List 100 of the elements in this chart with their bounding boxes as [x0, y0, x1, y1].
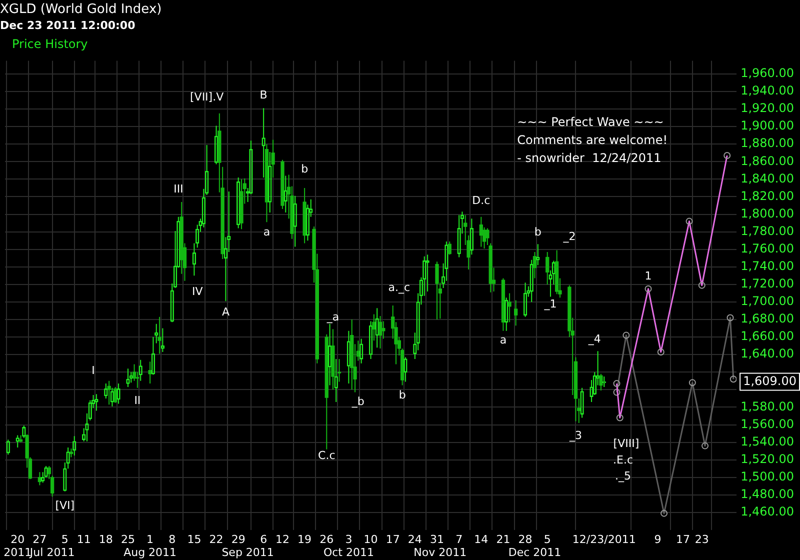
- text: Oct 2011: [323, 546, 374, 559]
- chart-subtitle: Dec 23 2011 12:00:00: [0, 19, 136, 32]
- y-tick-label: 1,820.00: [740, 188, 794, 203]
- annotation: [VI]: [55, 499, 75, 512]
- candlestick: [331, 328, 335, 390]
- candlestick: [514, 300, 518, 326]
- annotation: 1: [644, 269, 652, 282]
- candlestick: [372, 314, 376, 342]
- annotation: _2: [562, 230, 576, 243]
- x-tick-label: 6: [260, 532, 268, 546]
- text: 1,609.00: [743, 374, 796, 388]
- y-tick-label: 1,900.00: [740, 118, 794, 133]
- y-tick-label: 1,920.00: [740, 101, 794, 116]
- x-tick-label: 26: [320, 532, 334, 546]
- y-tick-label: 1,560.00: [740, 416, 794, 431]
- x-tick-label: 18: [98, 532, 113, 546]
- text: Aug 2011: [124, 546, 177, 559]
- x-tick-label: 19: [298, 532, 312, 546]
- annotation: A: [222, 305, 230, 318]
- candlestick: [554, 250, 559, 295]
- x-tick-label: 12: [275, 532, 290, 546]
- annotation: B: [260, 88, 268, 102]
- chart-title: XGLD (World Gold Index): [0, 2, 162, 18]
- annotation: C.c: [318, 449, 336, 462]
- y-tick-label: 1,540.00: [740, 434, 794, 448]
- annotation: b: [301, 162, 308, 176]
- candlestick: [324, 334, 328, 450]
- candlestick: [337, 358, 342, 382]
- y-tick-label: 1,860.00: [740, 154, 794, 168]
- x-tick-label: 3: [345, 532, 352, 546]
- y-tick-label: 1,700.00: [740, 294, 794, 308]
- x-tick-label: 1: [146, 532, 154, 546]
- x-tick-label: 25: [120, 532, 135, 546]
- y-tick-label: 1,520.00: [740, 452, 794, 466]
- text: Price History: [12, 36, 88, 51]
- x-tick-label: 20: [10, 532, 25, 546]
- y-tick-label: 1,680.00: [740, 312, 794, 326]
- candlestick: [271, 139, 275, 178]
- x-tick-label: 17: [386, 532, 400, 546]
- text: Dec 2011: [508, 546, 562, 559]
- annotation: _b: [350, 394, 364, 408]
- candlestick: [546, 251, 550, 285]
- candlestick: [302, 187, 306, 244]
- text: Jul 2011: [28, 546, 75, 559]
- annotation: III: [174, 182, 184, 196]
- candlestick: [136, 372, 140, 388]
- y-tick-label: 1,800.00: [740, 206, 794, 220]
- annotation: a._c: [388, 280, 410, 294]
- candlestick: [148, 361, 152, 384]
- x-tick-label: 21: [496, 532, 510, 546]
- candlestick: [107, 380, 111, 406]
- x-tick-label: 23: [694, 532, 709, 546]
- candlestick: [435, 261, 439, 320]
- y-tick-label: 1,580.00: [740, 399, 794, 414]
- x-tick-label: 9: [654, 532, 662, 546]
- candlestick: [532, 251, 537, 279]
- y-tick-label: 1,640.00: [740, 346, 794, 361]
- annotation: D.c: [472, 194, 490, 207]
- x-tick-label: 7: [456, 532, 463, 546]
- x-tick-label: 12/23/2011: [572, 532, 636, 546]
- candlestick: [350, 319, 354, 390]
- annotation: [VII].V: [190, 90, 224, 104]
- x-tick-label: 5: [544, 532, 551, 546]
- candlestick: [378, 316, 382, 349]
- annotation: ~~~ Perfect Wave ~~~: [517, 114, 664, 129]
- x-tick-label: 15: [187, 532, 202, 546]
- y-tick-label: 1,740.00: [740, 259, 794, 274]
- x-tick-label: 24: [408, 532, 422, 546]
- y-tick-label: 1,880.00: [740, 136, 794, 150]
- annotation: .E.c: [613, 454, 634, 467]
- candlestick: [488, 242, 492, 293]
- y-tick-label: 1,720.00: [740, 276, 794, 291]
- candlestick: [599, 373, 603, 392]
- y-tick-label: 1,480.00: [740, 487, 794, 502]
- y-tick-label: 1,840.00: [740, 171, 794, 186]
- annotation: [VIII]: [613, 436, 640, 450]
- candlestick: [158, 316, 162, 354]
- y-tick-label: 1,760.00: [740, 241, 794, 256]
- annotation: _1: [543, 297, 557, 310]
- text: Sep 2011: [222, 546, 274, 559]
- annotation: II: [134, 394, 141, 407]
- x-tick-label: 11: [76, 532, 91, 546]
- y-tick-label: 1,500.00: [740, 470, 794, 484]
- y-tick-label: 1,940.00: [740, 84, 794, 98]
- x-tick-label: 14: [474, 532, 488, 546]
- annotation: I: [92, 364, 95, 378]
- x-tick-label: 22: [209, 532, 224, 546]
- annotation: _a: [326, 310, 340, 324]
- annotation: b: [398, 388, 406, 402]
- x-tick-label: 8: [168, 532, 176, 546]
- annotation: _4: [587, 332, 601, 346]
- x-tick-label: 5: [61, 532, 68, 546]
- annotation: ._5: [615, 469, 632, 482]
- candlestick: [508, 292, 512, 323]
- x-tick-label: 27: [32, 532, 47, 546]
- annotation: IV: [192, 285, 204, 298]
- annotation: _3: [568, 429, 582, 442]
- candlestick: [240, 178, 244, 230]
- y-tick-label: 1,780.00: [740, 224, 794, 238]
- x-tick-label: 10: [364, 532, 378, 546]
